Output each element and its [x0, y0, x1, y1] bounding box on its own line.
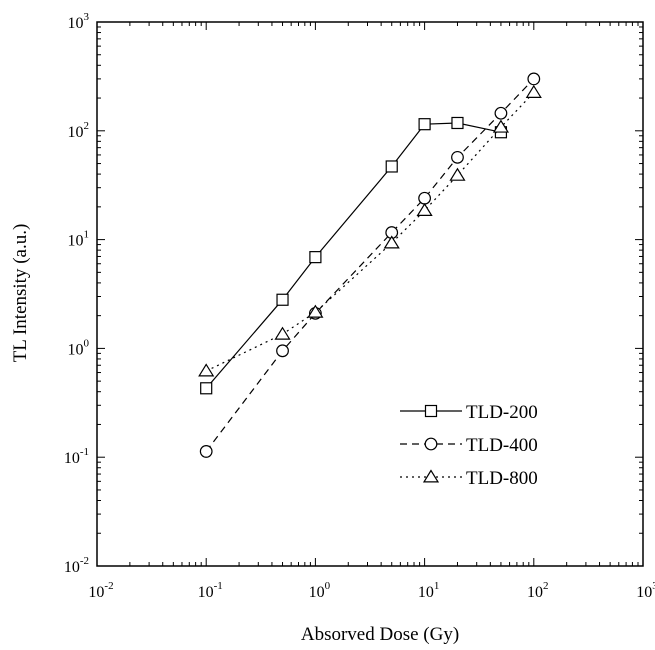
x-tick-label: 10-2: [88, 580, 113, 601]
x-tick-label: 100: [309, 580, 331, 601]
data-point: [494, 106, 508, 120]
legend-marker: [424, 404, 438, 418]
legend-marker: [422, 469, 440, 483]
data-point: [276, 293, 289, 306]
y-tick-label: 100: [68, 337, 90, 358]
data-point: [527, 72, 541, 86]
legend-label: TLD-400: [466, 435, 538, 456]
legend-item: TLD-800: [400, 468, 538, 489]
y-tick-label: 103: [68, 11, 90, 32]
series-tld-800: [198, 84, 542, 377]
data-point: [309, 251, 322, 264]
data-point: [276, 344, 289, 358]
data-point: [307, 304, 324, 318]
legend: TLD-200 TLD-400 TLD-800: [400, 402, 538, 489]
x-tick-label: 103: [636, 580, 655, 601]
series-line: [205, 78, 535, 452]
data-point: [451, 150, 464, 164]
data-point: [198, 363, 215, 377]
axis-ticks: [96, 21, 644, 567]
y-tick-label: 102: [68, 120, 90, 141]
data-series: [198, 72, 542, 458]
y-tick-label: 101: [68, 229, 90, 250]
data-point: [525, 84, 542, 98]
legend-marker: [424, 437, 438, 451]
plot-frame: [96, 21, 644, 567]
x-tick-label: 101: [418, 580, 440, 601]
x-tick-label: 10-1: [198, 580, 223, 601]
data-point: [451, 116, 464, 130]
data-point: [385, 160, 398, 173]
data-point: [274, 326, 291, 340]
data-point: [199, 445, 213, 458]
x-axis-title: Absorved Dose (Gy): [301, 624, 459, 645]
x-tick-label: 102: [527, 580, 549, 601]
tick-labels: 10-2 10-1 100 101 102 103 10-2 10-1 100 101 102 103: [64, 11, 655, 601]
data-point: [418, 118, 431, 131]
y-axis-title: TL Intensity (a.u.): [10, 224, 31, 363]
data-point: [383, 235, 400, 249]
series-line: [205, 92, 535, 372]
legend-item: TLD-200: [400, 402, 538, 423]
y-tick-label: 10-2: [64, 555, 89, 576]
data-point: [449, 167, 466, 181]
data-point: [200, 382, 213, 395]
data-point: [416, 202, 433, 217]
y-tick-label: 10-1: [64, 446, 89, 467]
data-point: [492, 119, 510, 133]
data-point: [418, 191, 432, 205]
legend-label: TLD-200: [466, 402, 538, 423]
legend-label: TLD-800: [466, 468, 538, 489]
plot-area: [96, 21, 644, 567]
series-tld-400: [199, 72, 541, 458]
legend-item: TLD-400: [400, 435, 538, 456]
